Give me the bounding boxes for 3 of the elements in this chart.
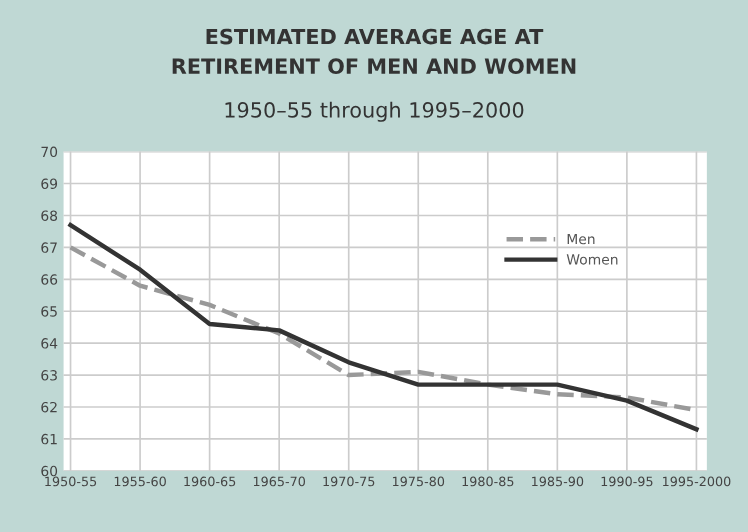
chart-title: ESTIMATED AVERAGE AGE AT RETIREMENT OF MEN AND WOMEN: [172, 28, 576, 75]
line-series: [68, 222, 699, 432]
chart-subtitle: 1950–55 through 1995–2000: [225, 101, 524, 122]
